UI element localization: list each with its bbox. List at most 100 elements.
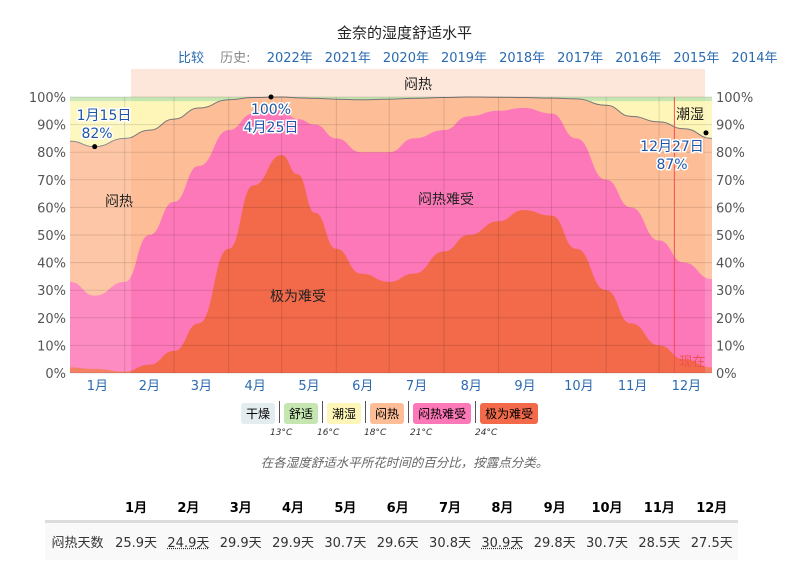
- year-link[interactable]: 2020年: [382, 51, 429, 66]
- area-label-humid: 潮湿: [676, 107, 704, 123]
- area-label-miserable: 极为难受: [270, 289, 326, 305]
- annotation-date: 4月25日: [244, 120, 299, 136]
- month-header: 4月: [266, 493, 320, 523]
- y-tick-left: 50%: [37, 229, 66, 244]
- legend-oppressive: 闷热难受: [413, 403, 472, 424]
- y-tick-left: 0%: [45, 367, 66, 382]
- y-tick-left: 60%: [37, 201, 66, 216]
- threshold-label: 16°C: [317, 428, 340, 438]
- y-tick-right: 50%: [716, 229, 745, 244]
- annotation-dot: [92, 144, 98, 150]
- y-tick-left: 90%: [37, 119, 66, 134]
- history-nav: 比较 历史: 2022年 2021年 2020年 2019年 2018年 2017年 201…: [178, 47, 790, 66]
- year-link[interactable]: 2015年: [673, 51, 720, 66]
- area-极为难受: [70, 154, 712, 373]
- muggy-days-table: 1月 2月 3月 4月 5月 6月 7月 8月 9月 10月 11月 12月 闷热天数 25.9天 24.…: [45, 493, 738, 560]
- wash: [705, 97, 712, 373]
- threshold-label: 13°C: [270, 428, 293, 438]
- muggy-days-cell: 30.7天: [319, 521, 372, 560]
- humidity-chart: 闷热 0% 0% 10% 10% 20% 20% 30% 30% 40% 40% 50% 50% 60% 6…: [29, 69, 753, 394]
- annotation-dot: [703, 130, 709, 136]
- year-link[interactable]: 2021年: [324, 51, 371, 66]
- legend-comfortable: 舒适: [284, 403, 319, 424]
- x-tick: 10月: [564, 379, 594, 394]
- year-link[interactable]: 2014年: [731, 51, 778, 66]
- y-tick-right: 70%: [716, 174, 745, 189]
- y-tick-left: 30%: [37, 284, 66, 299]
- x-tick: 12月: [672, 379, 702, 394]
- x-tick: 1月: [87, 379, 108, 394]
- muggy-days-cell: 30.7天: [580, 521, 634, 560]
- year-link[interactable]: 2022年: [266, 51, 313, 66]
- y-tick-left: 10%: [37, 339, 66, 354]
- month-header: 9月: [528, 493, 581, 523]
- month-header: 6月: [371, 493, 424, 523]
- month-header: 8月: [476, 493, 529, 523]
- month-header: 5月: [319, 493, 372, 523]
- top-band: [131, 69, 705, 97]
- year-link[interactable]: 2016年: [615, 51, 662, 66]
- annotation-value: 82%: [81, 126, 112, 142]
- now-label: 现在: [679, 355, 705, 370]
- y-tick-left: 100%: [29, 91, 66, 106]
- page-title: 金奈的湿度舒适水平: [336, 24, 472, 42]
- top-band-label: 闷热: [404, 77, 432, 93]
- x-tick: 6月: [352, 379, 373, 394]
- legend-muggy: 闷热: [370, 403, 405, 424]
- humidity-line: [69, 96, 713, 148]
- year-link[interactable]: 2019年: [440, 51, 488, 66]
- threshold-label: 24°C: [475, 428, 498, 438]
- compare-link[interactable]: 比较: [178, 51, 205, 66]
- y-tick-right: 80%: [716, 146, 745, 161]
- year-link[interactable]: 2017年: [557, 51, 604, 66]
- x-tick: 9月: [514, 379, 535, 394]
- x-tick: 3月: [191, 379, 212, 394]
- muggy-days-cell: 30.8天: [423, 521, 477, 560]
- y-tick-right: 40%: [716, 257, 745, 272]
- y-tick-left: 80%: [37, 146, 66, 161]
- y-tick-left: 40%: [37, 257, 66, 272]
- x-tick: 5月: [298, 379, 319, 394]
- x-tick: 4月: [245, 379, 266, 394]
- x-tick: 2月: [139, 379, 160, 394]
- y-tick-right: 0%: [716, 367, 737, 382]
- month-header: 10月: [580, 493, 634, 523]
- muggy-days-cell: 29.8天: [528, 521, 581, 560]
- month-header: 7月: [423, 493, 477, 523]
- month-header: 3月: [214, 493, 267, 523]
- annotation-date: 1月15日: [77, 108, 132, 124]
- month-header: 1月: [109, 493, 163, 523]
- x-tick: 8月: [461, 379, 482, 394]
- legend-humid: 潮湿: [327, 403, 362, 424]
- muggy-days-cell: 27.5天: [685, 521, 738, 560]
- muggy-days-cell: 30.9天: [476, 521, 529, 560]
- y-tick-right: 20%: [716, 312, 745, 327]
- annotation-value: 87%: [656, 157, 687, 173]
- y-tick-right: 30%: [716, 284, 745, 299]
- muggy-days-cell: 29.6天: [371, 521, 424, 560]
- y-tick-left: 70%: [37, 174, 66, 189]
- muggy-days-cell: 24.9天: [162, 521, 215, 560]
- annotation-date: 12月27日: [640, 139, 704, 155]
- area-label-oppressive: 闷热难受: [418, 192, 474, 208]
- year-link[interactable]: 2018年: [499, 51, 546, 66]
- area-label-muggy: 闷热: [105, 194, 133, 210]
- threshold-label: 18°C: [364, 428, 387, 438]
- chart-caption: 在各湿度舒适水平所花时间的百分比，按露点分类。: [260, 455, 549, 470]
- threshold-label: 21°C: [410, 428, 433, 438]
- legend-dry: 干燥: [241, 403, 276, 424]
- y-tick-right: 60%: [716, 201, 745, 216]
- month-header: 11月: [633, 493, 686, 523]
- legend: 干燥 舒适 潮湿 闷热 闷热难受 极为难受: [237, 401, 542, 424]
- annotation-dot: [268, 94, 274, 100]
- x-tick: 7月: [406, 379, 427, 394]
- muggy-days-cell: 28.5天: [633, 521, 686, 560]
- row-label: 闷热天数: [45, 521, 110, 560]
- muggy-days-cell: 25.9天: [109, 521, 163, 560]
- legend-miserable: 极为难受: [480, 403, 539, 424]
- month-header: 12月: [685, 493, 738, 523]
- y-tick-right: 100%: [716, 91, 753, 106]
- x-tick: 11月: [618, 379, 648, 394]
- corner-header: [45, 493, 110, 523]
- wash: [70, 97, 131, 373]
